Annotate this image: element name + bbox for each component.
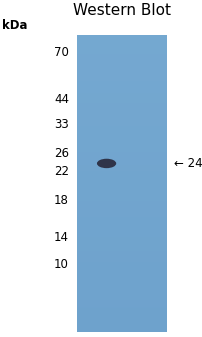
Text: kDa: kDa xyxy=(2,19,27,32)
Text: 44: 44 xyxy=(54,93,69,106)
Text: 70: 70 xyxy=(54,46,69,59)
Text: ← 24kDa: ← 24kDa xyxy=(173,157,202,170)
Text: 22: 22 xyxy=(54,165,69,178)
Text: 10: 10 xyxy=(54,258,69,271)
Text: 18: 18 xyxy=(54,194,69,207)
Text: 33: 33 xyxy=(54,118,69,131)
Text: 26: 26 xyxy=(54,147,69,160)
Text: 14: 14 xyxy=(54,231,69,244)
Text: Western Blot: Western Blot xyxy=(73,3,170,18)
Ellipse shape xyxy=(97,159,116,168)
